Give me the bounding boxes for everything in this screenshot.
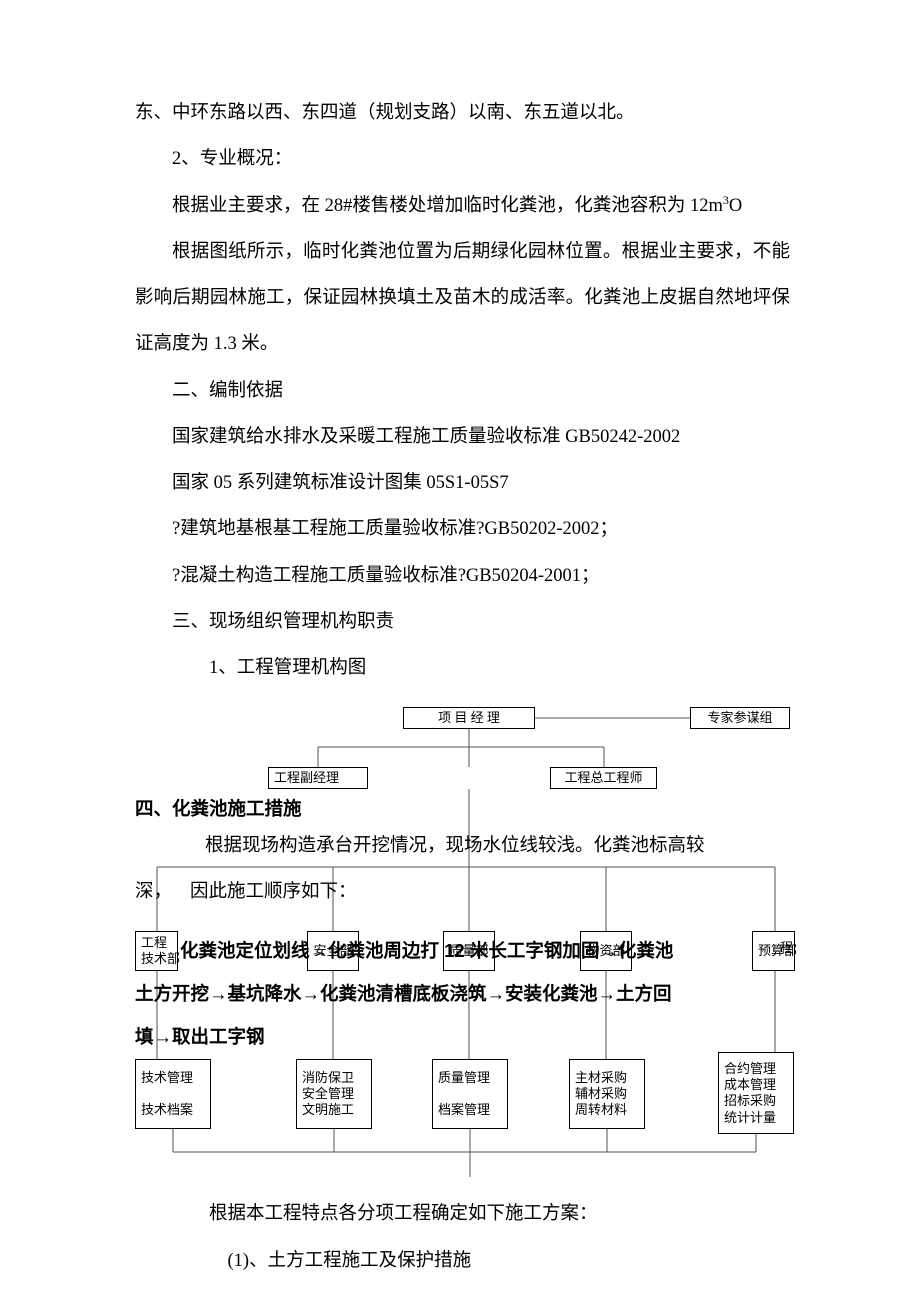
ov-line-3-suffix: 程 [780, 937, 793, 956]
ov-line-2b: 因此施工顺序如下： [190, 869, 357, 915]
org-node-s3: 质量管理 档案管理 [432, 1059, 508, 1129]
org-node-s5: 合约管理 成本管理 招标采购 统计计量 [718, 1052, 794, 1134]
para-13: (1)、土方工程施工及保护措施 [135, 1238, 790, 1284]
para-6: 国家建筑给水排水及采暖工程施工质量验收标准 GB50242-2002 [135, 414, 790, 460]
para-2: 2、专业概况： [135, 136, 790, 182]
para-3a: 根据业主要求，在 28#楼售楼处增加临时化粪池，化粪池容积为 12m [172, 196, 723, 216]
ov-line-2a: 深， [135, 869, 172, 915]
org-node-d1: 工程 技术部 [135, 931, 178, 971]
org-node-s2: 消防保卫 安全管理 文明施工 [296, 1059, 372, 1129]
para-5: 二、编制依据 [135, 368, 790, 414]
para-1: 东、中环东路以西、东四道（规划支路）以南、东五道以北。 [135, 90, 790, 136]
ov-line-3: 化粪池定位划线→化粪池周边打 12 米长工字钢加固→化粪池 [180, 937, 673, 963]
ov-line-1: 根据现场构造承台开挖情况，现场水位线较浅。化粪池标高较 [205, 823, 705, 869]
org-chart: 项 目 经 理专家参谋组工程副经理工程总工程师工程 技术部安全部质量部物资部预算… [135, 697, 795, 1187]
org-node-s1: 技术管理 技术档案 [135, 1059, 211, 1129]
para-12: 根据本工程特点各分项工程确定如下施工方案： [135, 1191, 790, 1237]
ov-line-5: 填→取出工字钢 [135, 1023, 265, 1049]
org-node-dep_pm: 工程副经理 [268, 767, 368, 789]
para-11: 1、工程管理机构图 [135, 645, 790, 691]
org-node-pm: 项 目 经 理 [403, 707, 535, 729]
org-node-chief: 工程总工程师 [550, 767, 657, 789]
para-3b: O [729, 196, 742, 216]
section-4-heading: 四、化粪池施工措施 [135, 795, 302, 821]
org-node-expert: 专家参谋组 [690, 707, 790, 729]
para-8: ?建筑地基根基工程施工质量验收标准?GB50202-2002； [135, 506, 790, 552]
ov-line-4: 土方开挖→基坑降水→化粪池清槽底板浇筑→安装化粪池→土方回 [135, 980, 672, 1006]
para-3: 根据业主要求，在 28#楼售楼处增加临时化粪池，化粪池容积为 12m3O [135, 183, 790, 229]
org-node-s4: 主材采购 辅材采购 周转材料 [569, 1059, 645, 1129]
para-7: 国家 05 系列建筑标准设计图集 05S1-05S7 [135, 460, 790, 506]
para-9: ?混凝土构造工程施工质量验收标准?GB50204-2001； [135, 553, 790, 599]
para-10: 三、现场组织管理机构职责 [135, 599, 790, 645]
para-4: 根据图纸所示，临时化粪池位置为后期绿化园林位置。根据业主要求，不能影响后期园林施… [135, 229, 790, 368]
